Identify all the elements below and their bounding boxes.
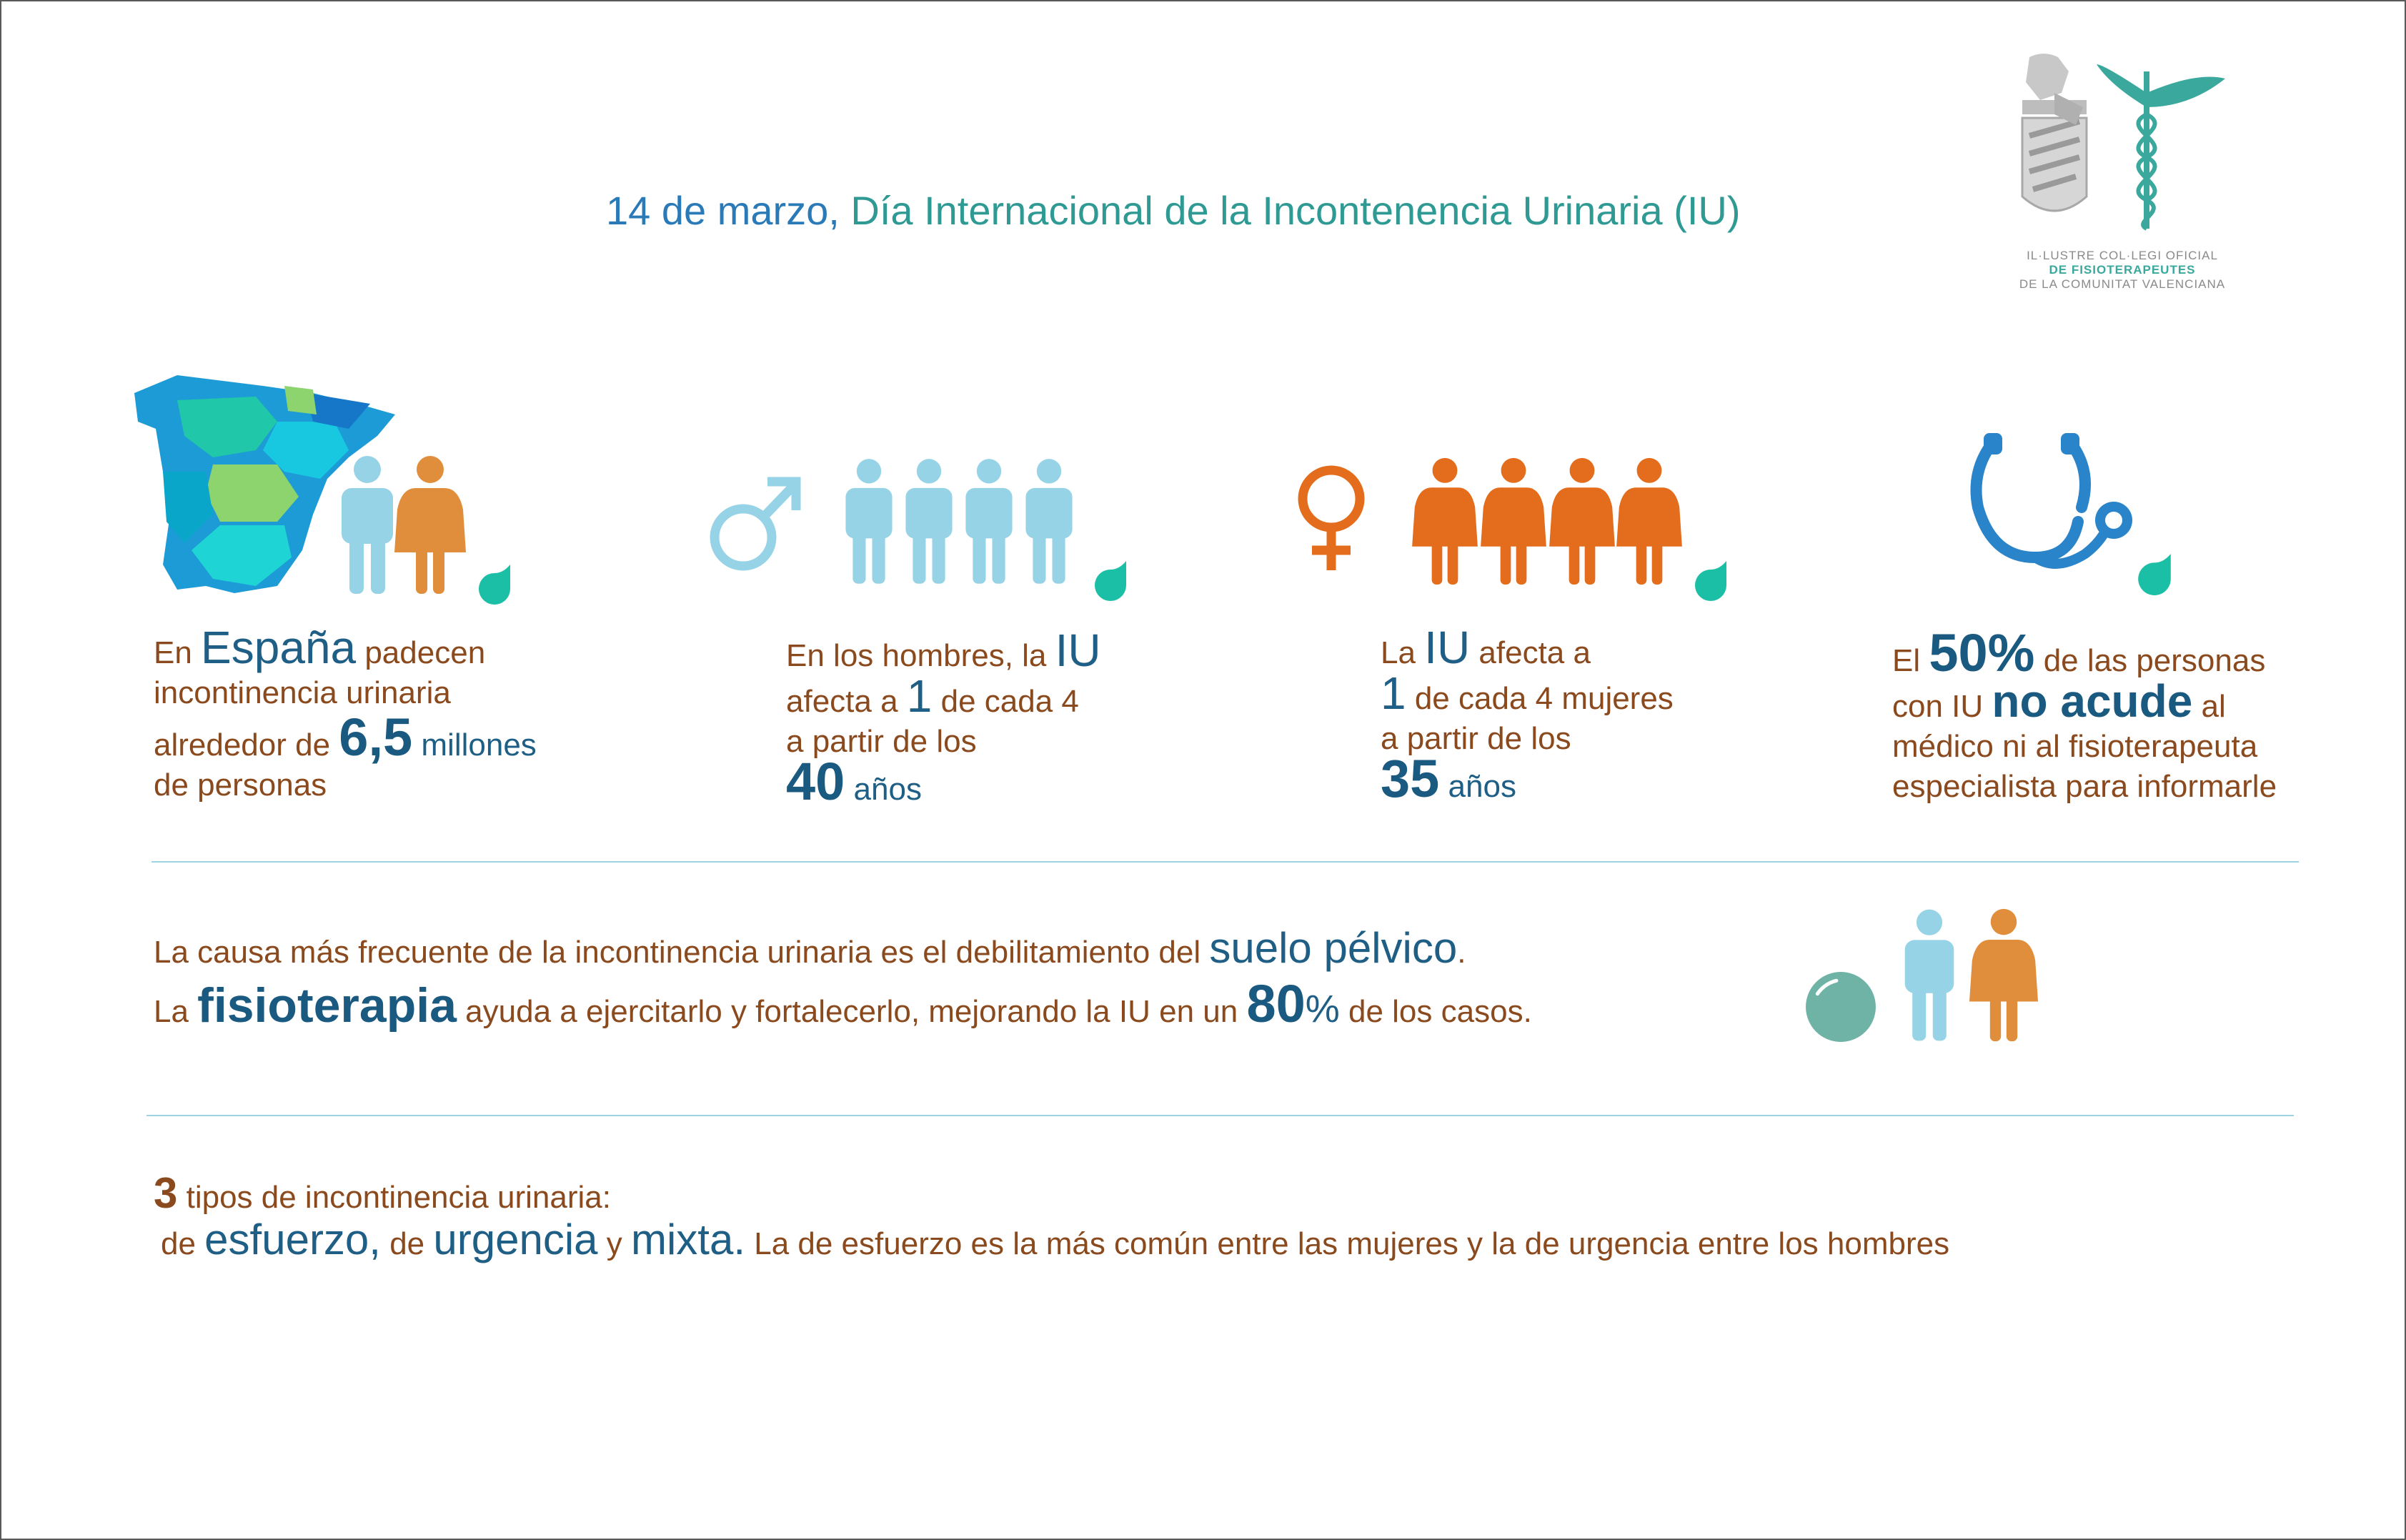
stat-number: 50%: [1929, 623, 2035, 682]
type-urgencia: urgencia: [433, 1216, 598, 1263]
cause-line1: La causa más frecuente de la incontinenc…: [154, 923, 1466, 973]
stat-text: El: [1892, 643, 1929, 678]
stat-text: afecta a: [786, 684, 907, 719]
cause-highlight: suelo pélvico: [1209, 924, 1458, 972]
drop-icon: [1095, 561, 1126, 601]
logo-line1: IL·LUSTRE COL·LEGI OFICIAL: [2027, 249, 2218, 262]
stat-doctor: El 50% de las personas con IU no acude a…: [1892, 627, 2378, 807]
stat-highlight: IU: [1055, 625, 1101, 676]
cause-text: La causa más frecuente de la incontinenc…: [154, 935, 1210, 970]
exercise-ball-icon: [1806, 972, 1876, 1042]
title-date: 14 de marzo,: [606, 188, 840, 233]
stat-text: médico ni al fisioterapeuta: [1892, 729, 2258, 764]
stat-number: 40: [786, 752, 845, 811]
drop-icon: [479, 565, 510, 605]
woman-icon: [1969, 908, 2038, 1042]
stat-text: a partir de los: [1381, 721, 1571, 756]
woman-icon: [394, 456, 466, 594]
divider: [146, 1115, 2294, 1116]
drop-icon: [2138, 554, 2171, 595]
logo-emblem-icon: [2021, 54, 2225, 231]
stat-number: 35: [1381, 749, 1440, 808]
man-icon: [1025, 459, 1073, 584]
title-text: Día Internacional de la Incontenencia Ur…: [839, 188, 1741, 233]
cause-text: de los casos.: [1339, 994, 1532, 1029]
drop-icon: [1695, 561, 1726, 601]
stat-text: a partir de los: [786, 724, 977, 759]
stat-text: años: [1439, 769, 1516, 804]
stat-number: 1: [906, 670, 933, 722]
stat-spain: En España padecen incontinencia urinaria…: [154, 625, 654, 805]
logo-line2: DE FISIOTERAPEUTES: [2049, 263, 2196, 277]
cause-text: La: [154, 994, 198, 1029]
types-line2: de esfuerzo, de urgencia y mixta. La de …: [161, 1215, 1949, 1264]
stat-text: afecta a: [1470, 635, 1591, 670]
stat-text: En: [154, 635, 202, 670]
stat-women: La IU afecta a 1 de cada 4 mujeres a par…: [1381, 625, 1824, 808]
type-mixta: mixta.: [630, 1216, 745, 1263]
stat-men: En los hombres, la IU afecta a 1 de cada…: [786, 627, 1215, 811]
types-text: de: [161, 1226, 205, 1261]
cause-text: .: [1457, 935, 1466, 970]
stethoscope-icon: [1970, 433, 2132, 569]
stat-text: especialista para informarle: [1892, 769, 2277, 804]
stat-highlight: IU: [1424, 622, 1471, 673]
man-icon: [1904, 909, 1954, 1041]
stat-text: años: [845, 772, 922, 807]
types-text: de: [380, 1226, 434, 1261]
woman-icon: [1412, 457, 1478, 585]
type-esfuerzo: esfuerzo,: [204, 1216, 381, 1263]
stat-text: con IU: [1892, 689, 1992, 724]
logo-line3: DE LA COMUNITAT VALENCIANA: [2019, 277, 2226, 291]
stat-text: En los hombres, la: [786, 638, 1055, 673]
female-symbol-icon: [1298, 465, 1365, 570]
stat-text: de personas: [154, 767, 327, 803]
cause-highlight: fisioterapia: [197, 978, 457, 1033]
stat-text: de cada 4 mujeres: [1406, 681, 1674, 716]
stat-highlight: no acude: [1992, 675, 2193, 727]
page-title: 14 de marzo, Día Internacional de la Inc…: [606, 187, 1741, 234]
stat-text: de cada 4: [932, 684, 1079, 719]
spain-map-icon: [134, 375, 395, 593]
man-icon: [905, 459, 953, 584]
woman-icon: [1481, 457, 1546, 585]
stat-number: 6,5: [339, 707, 413, 767]
types-text: La de esfuerzo es la más común entre las…: [745, 1226, 1950, 1261]
types-text: y: [597, 1226, 631, 1261]
woman-icon: [1616, 457, 1682, 585]
stat-highlight: España: [201, 622, 357, 673]
cause-text: ayuda a ejercitarlo y fortalecerlo, mejo…: [456, 994, 1247, 1029]
stat-text: al: [2192, 689, 2226, 724]
cause-line2: La fisioterapia ayuda a ejercitarlo y fo…: [154, 973, 1532, 1034]
stat-text: padecen: [356, 635, 486, 670]
stat-text: incontinencia urinaria: [154, 675, 451, 710]
cause-number: 80: [1246, 974, 1306, 1033]
types-count: 3: [154, 1169, 178, 1217]
cause-percent: %: [1305, 988, 1340, 1030]
stat-number: 1: [1381, 667, 1406, 719]
stat-text: alrededor de: [154, 727, 339, 762]
man-icon: [845, 459, 893, 584]
woman-icon: [1549, 457, 1615, 585]
types-line1: 3 tipos de incontinencia urinaria:: [154, 1168, 611, 1218]
stat-text: La: [1381, 635, 1425, 670]
divider: [151, 861, 2299, 863]
stat-text: de las personas: [2034, 643, 2266, 678]
man-icon: [965, 459, 1013, 584]
types-text: tipos de incontinencia urinaria:: [177, 1180, 611, 1215]
man-icon: [342, 456, 393, 594]
stat-text: millones: [412, 727, 537, 762]
male-symbol-icon: [710, 477, 801, 571]
